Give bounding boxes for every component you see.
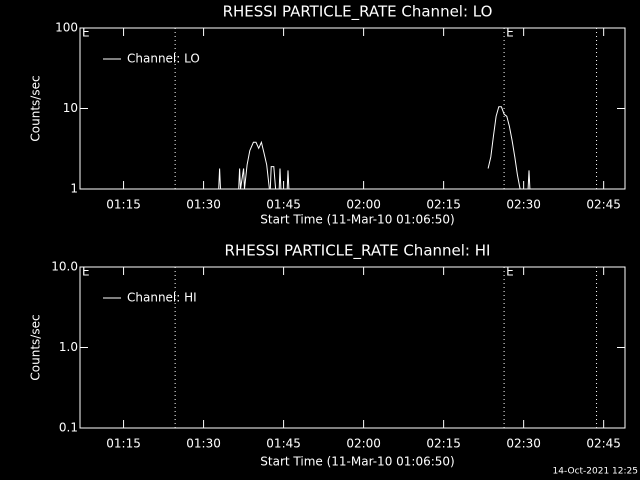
x-tick-label: 02:30	[506, 198, 541, 212]
y-tick-label: 1	[70, 182, 78, 196]
y-tick-label: 0.1	[59, 421, 78, 435]
x-tick-label: 01:15	[106, 198, 141, 212]
x-tick-label: 02:15	[426, 437, 461, 451]
legend-label: Channel: LO	[127, 52, 200, 66]
annotation: E	[506, 265, 514, 279]
x-axis-label: Start Time (11-Mar-10 01:06:50)	[260, 213, 454, 227]
y-tick-label: 100	[55, 21, 78, 35]
x-tick-label: 01:45	[266, 437, 301, 451]
x-tick-label: 01:30	[186, 198, 221, 212]
y-tick-label: 1.0	[59, 340, 78, 354]
data-line	[238, 140, 270, 190]
data-line	[278, 168, 282, 190]
data-line	[269, 166, 277, 190]
x-tick-label: 02:00	[346, 198, 381, 212]
x-tick-label: 02:00	[346, 437, 381, 451]
y-axis-label: Counts/sec	[29, 314, 43, 380]
annotation: E	[82, 26, 90, 40]
data-line	[527, 170, 531, 190]
legend-label: Channel: HI	[127, 291, 197, 305]
annotation: E	[506, 26, 514, 40]
y-tick-label: 10	[63, 101, 78, 115]
x-tick-label: 02:45	[586, 437, 621, 451]
x-tick-label: 01:45	[266, 198, 301, 212]
annotation: E	[82, 265, 90, 279]
x-axis-label: Start Time (11-Mar-10 01:06:50)	[260, 455, 454, 469]
data-line	[286, 170, 290, 190]
x-tick-label: 02:30	[506, 437, 541, 451]
chart-title: RHESSI PARTICLE_RATE Channel: HI	[225, 242, 491, 261]
chart-title: RHESSI PARTICLE_RATE Channel: LO	[223, 3, 493, 22]
footer-date: 14-Oct-2021 12:25	[553, 467, 638, 477]
x-tick-label: 02:15	[426, 198, 461, 212]
y-tick-label: 10.0	[51, 260, 78, 274]
x-tick-label: 02:45	[586, 198, 621, 212]
data-line	[218, 168, 221, 190]
x-tick-label: 01:30	[186, 437, 221, 451]
x-tick-label: 01:15	[106, 437, 141, 451]
y-axis-label: Counts/sec	[29, 75, 43, 141]
data-line	[487, 106, 521, 190]
